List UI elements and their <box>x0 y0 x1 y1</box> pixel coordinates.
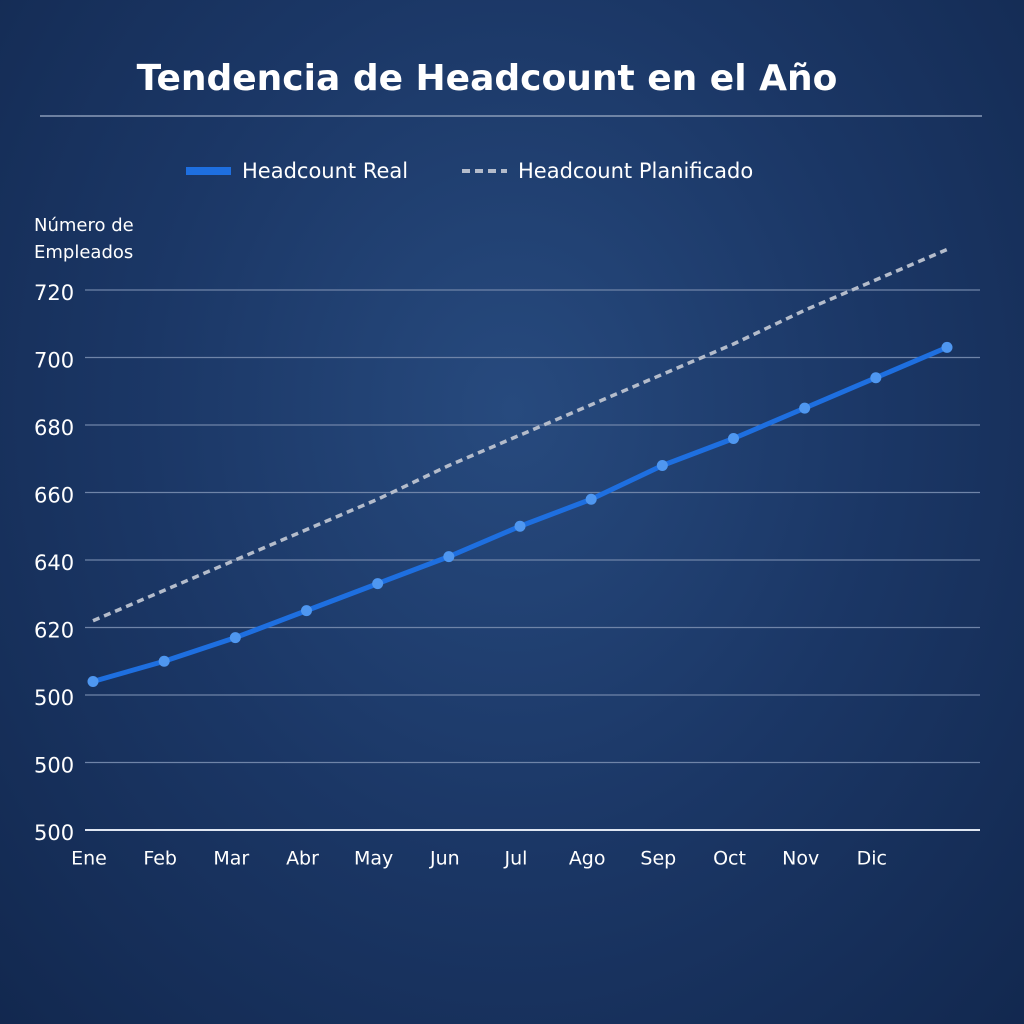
point <box>87 676 99 687</box>
point <box>372 578 384 590</box>
y-tick-label: 620 <box>34 619 74 643</box>
x-tick-label: Dic <box>857 848 887 870</box>
x-tick-label: May <box>354 848 393 870</box>
x-tick-label: Sep <box>640 848 676 870</box>
point <box>728 433 739 444</box>
x-tick-label: Jul <box>504 848 528 870</box>
point <box>656 460 668 471</box>
point <box>870 372 882 384</box>
point <box>799 402 811 414</box>
x-tick-label: Feb <box>143 848 177 870</box>
x-tick-label: Oct <box>713 848 746 870</box>
y-axis-label: Número de Empleados <box>34 215 134 263</box>
series-line <box>92 345 948 684</box>
point <box>158 655 170 667</box>
y-tick-label: 720 <box>34 281 74 305</box>
point <box>514 520 526 532</box>
y-tick-label: 640 <box>34 551 74 575</box>
legend-label: Headcount Real <box>242 159 408 183</box>
y-tick-label: 660 <box>34 484 74 508</box>
point <box>229 632 241 644</box>
x-tick-label: Mar <box>213 848 249 870</box>
series-line <box>92 247 948 623</box>
y-tick-label: 500 <box>34 754 74 778</box>
y-tick-label: 500 <box>34 821 74 845</box>
point <box>443 551 455 563</box>
x-tick-label: Jun <box>429 848 460 870</box>
y-tick-label: 700 <box>34 349 74 373</box>
x-tick-label: Abr <box>286 848 319 870</box>
x-tick-label: Ago <box>569 848 606 870</box>
legend-label: Headcount Planificado <box>518 159 753 183</box>
y-tick-label: 500 <box>34 686 74 710</box>
point <box>585 493 597 505</box>
point <box>301 605 312 617</box>
point <box>941 341 953 353</box>
x-tick-label: Ene <box>71 848 107 870</box>
chart-title: Tendencia de Headcount en el Año <box>137 58 838 99</box>
y-tick-label: 680 <box>34 416 74 440</box>
x-tick-label: Nov <box>782 848 819 870</box>
